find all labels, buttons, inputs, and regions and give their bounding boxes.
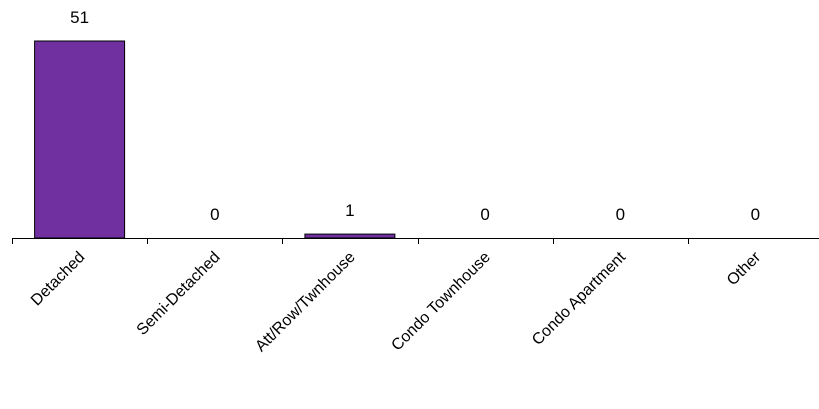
category-label: Detached bbox=[28, 249, 88, 309]
data-label: 0 bbox=[210, 205, 219, 224]
category-label: Semi-Detached bbox=[134, 249, 224, 339]
category-labels-group: Detached Semi-Detached Att/Row/Twnhouse Con… bbox=[28, 248, 765, 355]
data-label: 0 bbox=[751, 205, 760, 224]
bar-detached bbox=[34, 40, 126, 239]
bar-att-row-twnhouse bbox=[304, 233, 396, 239]
category-label: Condo Townhouse bbox=[388, 249, 494, 355]
bars-group bbox=[34, 40, 396, 239]
data-label: 1 bbox=[345, 201, 354, 220]
data-labels-group: 51 0 1 0 0 0 bbox=[70, 8, 760, 224]
data-label: 0 bbox=[616, 205, 625, 224]
data-label: 51 bbox=[70, 8, 89, 27]
x-axis-ticks-group bbox=[12, 238, 689, 244]
category-label: Condo Apartment bbox=[529, 248, 629, 348]
data-label: 0 bbox=[480, 205, 489, 224]
category-label: Att/Row/Twnhouse bbox=[252, 249, 358, 355]
category-label: Other bbox=[724, 248, 765, 289]
